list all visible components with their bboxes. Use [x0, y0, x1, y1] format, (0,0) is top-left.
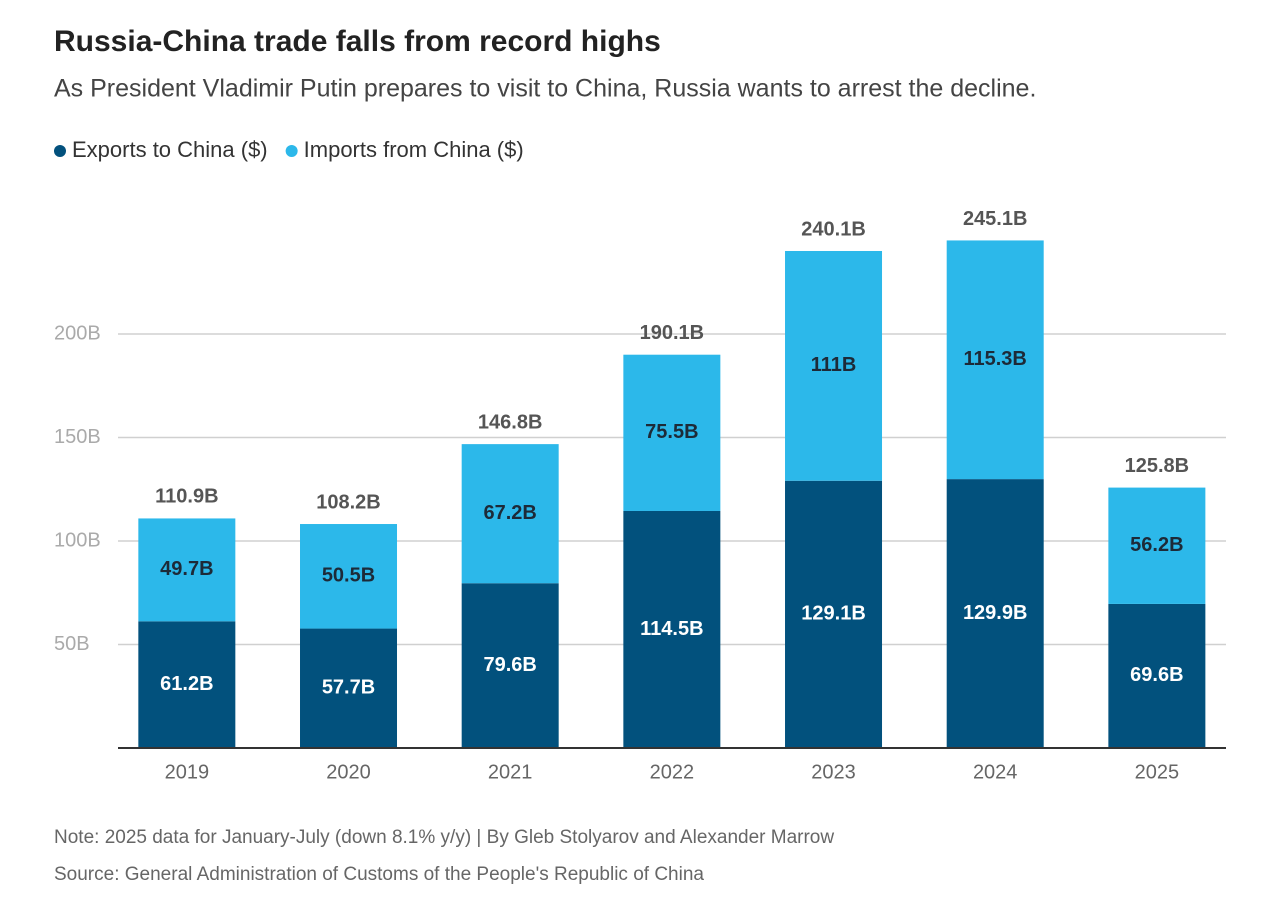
- bar-segment: [623, 354, 721, 511]
- bar-segment: [1108, 603, 1206, 748]
- total-label: 190.1B: [640, 322, 705, 344]
- bar-segment: [1108, 487, 1206, 604]
- value-label: 67.2B: [483, 502, 536, 524]
- y-tick-label: 200B: [54, 322, 101, 344]
- value-label: 56.2B: [1130, 534, 1183, 556]
- bar-segment: [946, 240, 1044, 480]
- bar-segment: [623, 510, 721, 748]
- total-label: 125.8B: [1125, 455, 1190, 477]
- value-label: 79.6B: [483, 654, 536, 676]
- x-tick-label: 2020: [326, 761, 371, 783]
- y-tick-label: 50B: [54, 633, 90, 655]
- value-label: 69.6B: [1130, 664, 1183, 686]
- value-label: 61.2B: [160, 673, 213, 695]
- note: Note: 2025 data for January-July (down 8…: [54, 827, 834, 848]
- source: Source: General Administration of Custom…: [54, 864, 704, 885]
- chart-subtitle: As President Vladimir Putin prepares to …: [54, 75, 1036, 103]
- value-label: 57.7B: [322, 677, 375, 699]
- total-label: 108.2B: [316, 491, 381, 513]
- x-tick-label: 2022: [650, 761, 695, 783]
- chart-title: Russia-China trade falls from record hig…: [54, 25, 661, 58]
- value-label: 111B: [811, 354, 857, 376]
- bar-segment: [461, 583, 559, 748]
- x-tick-label: 2021: [488, 761, 533, 783]
- bar-segment: [138, 518, 236, 622]
- legend-label: Exports to China ($): [72, 137, 268, 162]
- value-label: 115.3B: [963, 348, 1026, 370]
- legend-swatch: [54, 145, 66, 157]
- total-label: 245.1B: [963, 208, 1028, 230]
- value-label: 114.5B: [640, 618, 703, 640]
- legend-label: Imports from China ($): [304, 137, 524, 162]
- value-label: 129.9B: [963, 602, 1028, 624]
- total-label: 110.9B: [155, 486, 218, 508]
- bar-segment: [300, 524, 398, 629]
- bar-segment: [785, 480, 883, 748]
- legend-swatch: [285, 145, 298, 157]
- x-tick-label: 2023: [811, 761, 856, 783]
- x-tick-label: 2019: [165, 761, 210, 783]
- x-tick-label: 2025: [1135, 761, 1180, 783]
- bar-segment: [461, 444, 559, 584]
- y-tick-label: 150B: [54, 426, 101, 448]
- bar-segment: [138, 621, 236, 748]
- value-label: 50.5B: [322, 565, 375, 587]
- bar-segment: [300, 628, 398, 748]
- value-label: 49.7B: [160, 558, 213, 580]
- value-label: 129.1B: [801, 603, 866, 625]
- total-label: 146.8B: [478, 411, 543, 433]
- bar-segment: [946, 479, 1044, 748]
- value-label: 75.5B: [645, 421, 698, 443]
- y-tick-label: 100B: [54, 529, 101, 551]
- bar-segment: [785, 250, 883, 481]
- total-label: 240.1B: [801, 218, 866, 240]
- x-tick-label: 2024: [973, 761, 1018, 783]
